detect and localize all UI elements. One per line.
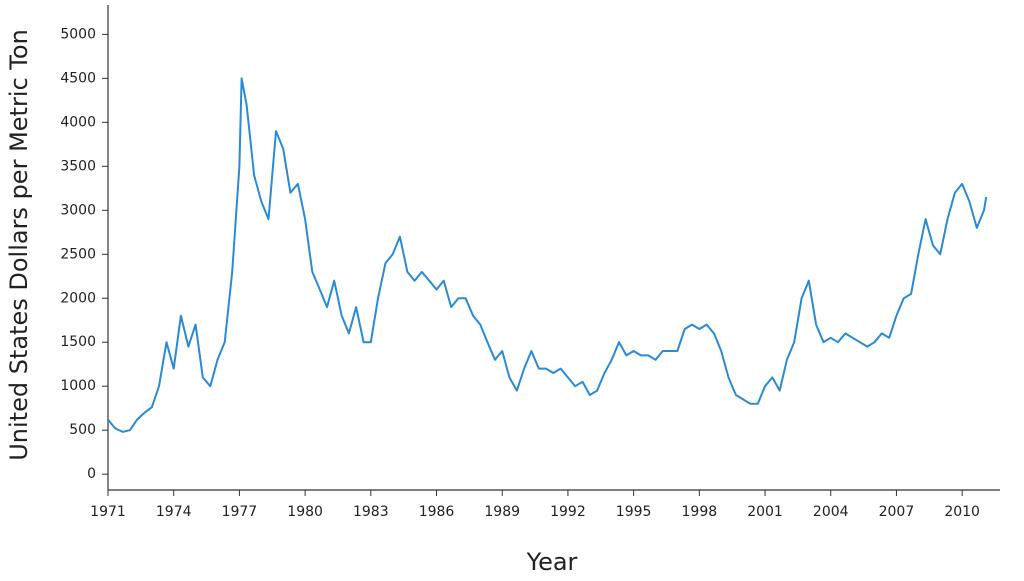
y-tick-label: 500 <box>69 422 96 438</box>
y-tick-label: 5000 <box>60 26 96 42</box>
x-axis-title: Year <box>526 548 578 576</box>
x-tick-label: 1986 <box>419 504 455 520</box>
y-tick-label: 1000 <box>60 378 96 394</box>
x-tick-label: 1992 <box>550 504 586 520</box>
y-axis-title: United States Dollars per Metric Ton <box>5 29 33 461</box>
x-tick-label: 1983 <box>353 504 389 520</box>
x-tick-label: 1977 <box>222 504 258 520</box>
x-tick-label: 2010 <box>944 504 980 520</box>
x-tick-label: 1971 <box>90 504 126 520</box>
x-tick-label: 1989 <box>484 504 520 520</box>
y-tick-label: 2000 <box>60 290 96 306</box>
x-tick-label: 1995 <box>616 504 652 520</box>
y-tick-label: 3000 <box>60 202 96 218</box>
x-tick-label: 2001 <box>747 504 783 520</box>
y-tick-label: 2500 <box>60 246 96 262</box>
x-tick-label: 1974 <box>156 504 192 520</box>
y-tick-label: 1500 <box>60 334 96 350</box>
y-tick-label: 0 <box>87 466 96 482</box>
y-tick-label: 4000 <box>60 114 96 130</box>
y-tick-label: 4500 <box>60 70 96 86</box>
x-tick-label: 2004 <box>813 504 849 520</box>
data-line <box>107 77 988 433</box>
x-tick-label: 1998 <box>682 504 718 520</box>
x-tick-label: 1980 <box>287 504 323 520</box>
y-tick-label: 3500 <box>60 158 96 174</box>
x-tick-label: 2007 <box>879 504 915 520</box>
